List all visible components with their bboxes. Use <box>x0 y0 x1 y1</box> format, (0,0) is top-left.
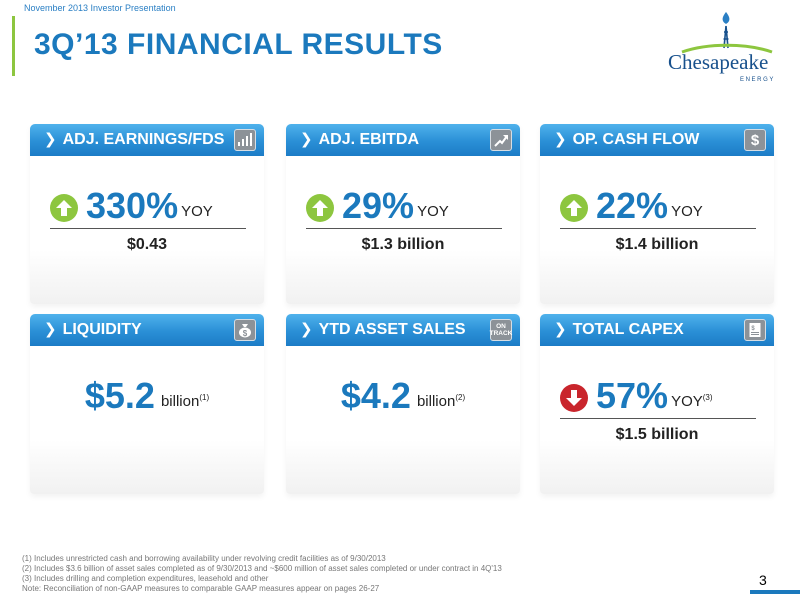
card-adj-ebitda: ❯ ADJ. EBITDA 29% YOY $1.3 billion <box>286 124 520 304</box>
card-title: ADJ. EBITDA <box>318 131 420 148</box>
card-ytd-asset-sales: ❯ YTD ASSET SALES ON TRACK $4.2 billion(2… <box>286 314 520 494</box>
sub-value: $1.5 billion <box>615 426 699 443</box>
sub-value: $1.4 billion <box>615 236 699 253</box>
divider <box>560 228 756 229</box>
yoy-label: YOY <box>671 393 703 410</box>
arrow-up-icon <box>560 194 588 222</box>
accent-bar <box>12 16 15 76</box>
presentation-caption: November 2013 Investor Presentation <box>24 3 176 13</box>
card-header: ❯ ADJ. EARNINGS/FDS <box>30 124 264 156</box>
on-track-icon: ON TRACK <box>490 319 512 341</box>
yoy-label: YOY <box>181 203 213 220</box>
metric-row: 22% YOY <box>560 180 746 226</box>
unit-label: billion <box>416 393 456 410</box>
metric-value: 330% <box>86 185 179 226</box>
metric-value: 22% <box>596 185 669 226</box>
svg-text:$: $ <box>751 132 760 148</box>
unit-label: billion <box>160 393 200 410</box>
chevron-right-icon: ❯ <box>44 321 57 338</box>
invoice-icon: $ <box>744 319 766 341</box>
arrow-up-icon <box>306 194 334 222</box>
metric-row: $4.2 billion(2) <box>286 370 520 416</box>
footnote: Note: Reconciliation of non-GAAP measure… <box>22 584 380 593</box>
card-title: YTD ASSET SALES <box>318 321 466 338</box>
bar-chart-icon <box>234 129 256 151</box>
metric-row: $5.2 billion(1) <box>30 370 264 416</box>
footnotes: (1) Includes unrestricted cash and borro… <box>22 554 502 594</box>
footnote: (1) Includes unrestricted cash and borro… <box>22 554 386 563</box>
yoy-label: YOY <box>671 203 703 220</box>
logo-subtext: ENERGY <box>740 77 775 83</box>
trend-up-icon <box>490 129 512 151</box>
logo-wordmark: Chesapeake <box>668 50 769 74</box>
metric-value: $4.2 <box>340 375 411 416</box>
divider <box>50 228 246 229</box>
sub-value: $1.3 billion <box>361 236 445 253</box>
chevron-right-icon: ❯ <box>44 131 57 148</box>
card-header: ❯ TOTAL CAPEX $ <box>540 314 774 346</box>
metric-row: 57% YOY(3) <box>560 370 746 416</box>
footnote-ref: (2) <box>455 393 466 402</box>
card-title: OP. CASH FLOW <box>572 131 700 148</box>
dollar-icon: $ <box>744 129 766 151</box>
metric-value: 29% <box>342 185 415 226</box>
footnote: (2) Includes $3.6 billion of asset sales… <box>22 564 502 573</box>
svg-text:$: $ <box>243 329 248 338</box>
metric-value: $5.2 <box>84 375 155 416</box>
page-number: 3 <box>759 572 767 588</box>
chevron-right-icon: ❯ <box>300 321 313 338</box>
arrow-down-icon <box>560 384 588 412</box>
card-header: ❯ OP. CASH FLOW $ <box>540 124 774 156</box>
card-title: ADJ. EARNINGS/FDS <box>62 131 225 148</box>
chevron-right-icon: ❯ <box>554 131 567 148</box>
divider <box>306 228 502 229</box>
yoy-label: YOY <box>417 203 449 220</box>
card-header: ❯ YTD ASSET SALES ON TRACK <box>286 314 520 346</box>
chevron-right-icon: ❯ <box>300 131 313 148</box>
card-total-capex: ❯ TOTAL CAPEX $ 57% YOY(3) $1.5 billion <box>540 314 774 494</box>
page-number-rule <box>750 590 800 594</box>
chevron-right-icon: ❯ <box>554 321 567 338</box>
divider <box>560 418 756 419</box>
metric-value: 57% <box>596 375 669 416</box>
sub-value: $0.43 <box>126 236 168 253</box>
footnote: (3) Includes drilling and completion exp… <box>22 574 269 583</box>
on-track-label: ON TRACK <box>489 323 513 337</box>
card-adj-earnings: ❯ ADJ. EARNINGS/FDS 330% YOY $0.43 <box>30 124 264 304</box>
card-header: ❯ ADJ. EBITDA <box>286 124 520 156</box>
metric-row: 330% YOY <box>50 180 236 226</box>
arrow-up-icon <box>50 194 78 222</box>
svg-text:$: $ <box>751 326 755 332</box>
metric-row: 29% YOY <box>306 180 492 226</box>
card-title: TOTAL CAPEX <box>572 321 684 338</box>
card-header: ❯ LIQUIDITY $ <box>30 314 264 346</box>
money-bag-icon: $ <box>234 319 256 341</box>
footnote-ref: (1) <box>199 393 210 402</box>
page-title: 3Q’13 FINANCIAL RESULTS <box>34 28 443 61</box>
card-op-cash-flow: ❯ OP. CASH FLOW $ 22% YOY $1.4 billion <box>540 124 774 304</box>
footnote-ref: (3) <box>702 393 713 402</box>
derrick-flame-icon <box>681 12 773 54</box>
company-logo: Chesapeake ENERGY <box>668 10 786 92</box>
card-title: LIQUIDITY <box>62 321 142 338</box>
card-liquidity: ❯ LIQUIDITY $ $5.2 billion(1) <box>30 314 264 494</box>
